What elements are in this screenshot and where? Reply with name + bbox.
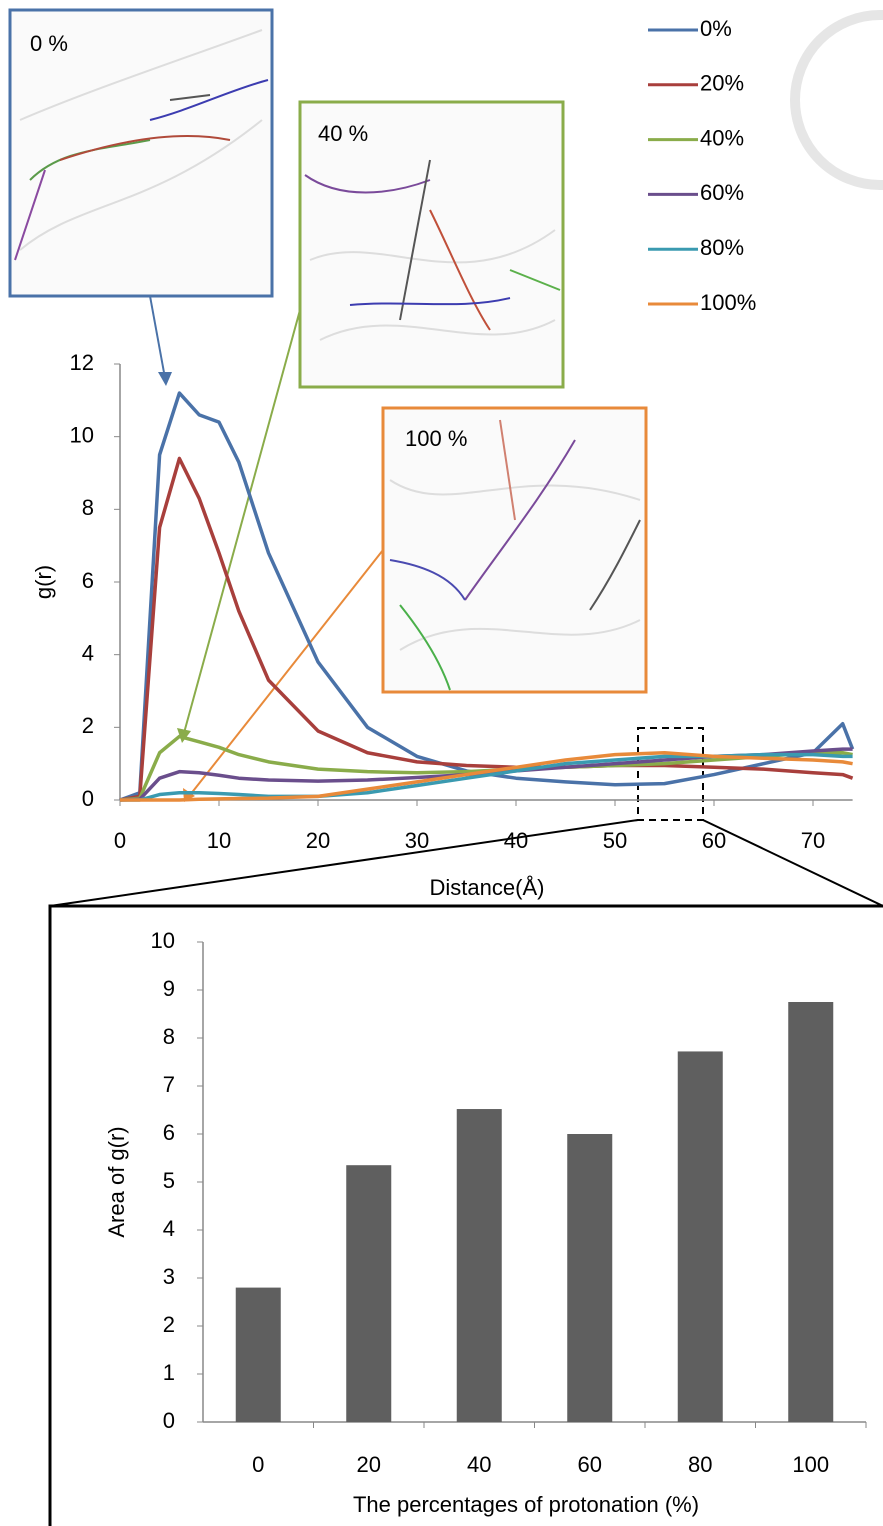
legend-label: 60% [700, 180, 744, 205]
watermark [790, 10, 883, 190]
inset-art [14, 29, 269, 261]
y-tick-label: 1 [163, 1360, 175, 1385]
arrow-head [158, 372, 172, 386]
connectors [149, 295, 384, 802]
y-tick-label: 4 [82, 640, 94, 665]
legend-label: 100% [700, 290, 756, 315]
arrow [149, 295, 166, 379]
x-tick-label: 70 [801, 828, 825, 853]
inset-frame [8, 8, 274, 298]
x-tick-label: 0 [252, 1452, 264, 1477]
y-tick-label: 6 [82, 568, 94, 593]
bar [346, 1165, 392, 1422]
x-tick-label: 0 [114, 828, 126, 853]
y-tick-label: 12 [70, 350, 94, 375]
arrow [183, 309, 301, 734]
legend-label: 20% [700, 71, 744, 96]
y-tick-label: 2 [82, 713, 94, 738]
y-tick-label: 8 [82, 495, 94, 520]
bar [567, 1134, 613, 1422]
x-axis-title: The percentages of protonation (%) [353, 1492, 699, 1517]
series-line [120, 751, 853, 802]
y-tick-label: 3 [163, 1264, 175, 1289]
y-tick-label: 7 [163, 1072, 175, 1097]
legend-label: 80% [700, 235, 744, 260]
y-tick-label: 0 [82, 786, 94, 811]
x-tick-label: 40 [504, 828, 528, 853]
bar [788, 1002, 834, 1422]
x-tick-label: 100 [792, 1452, 829, 1477]
y-tick-label: 0 [163, 1408, 175, 1433]
inset-0: 0 % [8, 8, 274, 298]
inset-label: 100 % [405, 426, 467, 451]
inset-frame [381, 406, 648, 694]
bar-frame [48, 904, 883, 1526]
x-tick-label: 50 [603, 828, 627, 853]
x-tick-label: 10 [207, 828, 231, 853]
legend-label: 40% [700, 125, 744, 150]
inset-label: 0 % [30, 31, 68, 56]
y-axis-title: Area of g(r) [104, 1126, 129, 1237]
x-tick-label: 20 [357, 1452, 381, 1477]
arrow-head [177, 728, 191, 743]
inset-40: 40 % [298, 100, 565, 389]
arrow [189, 549, 384, 796]
x-tick-label: 40 [467, 1452, 491, 1477]
y-axis-title: g(r) [31, 565, 56, 599]
y-tick-label: 9 [163, 976, 175, 1001]
inset-100: 100 % [381, 406, 648, 694]
bar [235, 1287, 281, 1422]
zoom-box [637, 727, 704, 821]
inset-frame [298, 100, 565, 389]
x-tick-label: 80 [688, 1452, 712, 1477]
y-tick-label: 5 [163, 1168, 175, 1193]
bar [677, 1051, 723, 1422]
x-axis-title: Distance(Å) [430, 875, 545, 900]
inset-art [389, 419, 641, 691]
y-tick-label: 10 [151, 928, 175, 953]
y-tick-label: 6 [163, 1120, 175, 1145]
inset-art [304, 159, 561, 341]
legend-label: 0% [700, 16, 732, 41]
inset-label: 40 % [318, 121, 368, 146]
x-tick-label: 60 [702, 828, 726, 853]
y-tick-label: 10 [70, 422, 94, 447]
x-tick-label: 20 [306, 828, 330, 853]
series-line [119, 456, 854, 802]
x-tick-label: 60 [578, 1452, 602, 1477]
y-tick-label: 2 [163, 1312, 175, 1337]
bar [456, 1109, 502, 1422]
y-tick-label: 8 [163, 1024, 175, 1049]
y-tick-label: 4 [163, 1216, 175, 1241]
zoom-line [49, 819, 639, 907]
x-tick-label: 30 [405, 828, 429, 853]
zoom-line [702, 819, 883, 907]
series-line [120, 752, 853, 802]
